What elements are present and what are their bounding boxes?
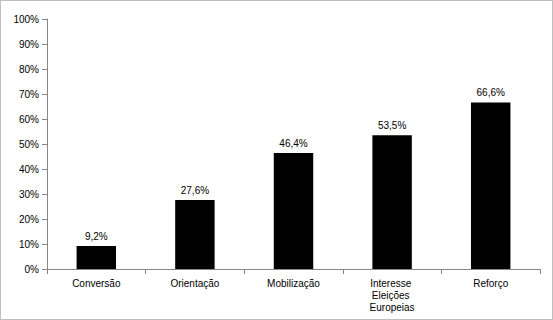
- svg-text:Interesse: Interesse: [370, 278, 414, 289]
- svg-text:Mobilização: Mobilização: [267, 278, 320, 289]
- svg-text:10%: 10%: [19, 239, 39, 250]
- svg-text:Conversão: Conversão: [72, 278, 121, 289]
- svg-text:50%: 50%: [19, 139, 39, 150]
- svg-text:66,6%: 66,6%: [477, 87, 505, 98]
- svg-text:0%: 0%: [25, 264, 40, 275]
- svg-text:Reforço: Reforço: [473, 278, 508, 289]
- svg-text:70%: 70%: [19, 89, 39, 100]
- svg-text:40%: 40%: [19, 164, 39, 175]
- svg-text:20%: 20%: [19, 214, 39, 225]
- svg-text:80%: 80%: [19, 64, 39, 75]
- svg-text:53,5%: 53,5%: [378, 120, 406, 131]
- svg-text:27,6%: 27,6%: [181, 185, 209, 196]
- svg-text:46,4%: 46,4%: [279, 138, 307, 149]
- svg-text:60%: 60%: [19, 114, 39, 125]
- svg-text:Europeias: Europeias: [370, 302, 415, 313]
- svg-text:Orientação: Orientação: [170, 278, 219, 289]
- svg-text:Eleições: Eleições: [372, 290, 413, 301]
- svg-text:9,2%: 9,2%: [85, 231, 108, 242]
- svg-text:100%: 100%: [13, 14, 39, 25]
- svg-text:30%: 30%: [19, 189, 39, 200]
- svg-text:90%: 90%: [19, 39, 39, 50]
